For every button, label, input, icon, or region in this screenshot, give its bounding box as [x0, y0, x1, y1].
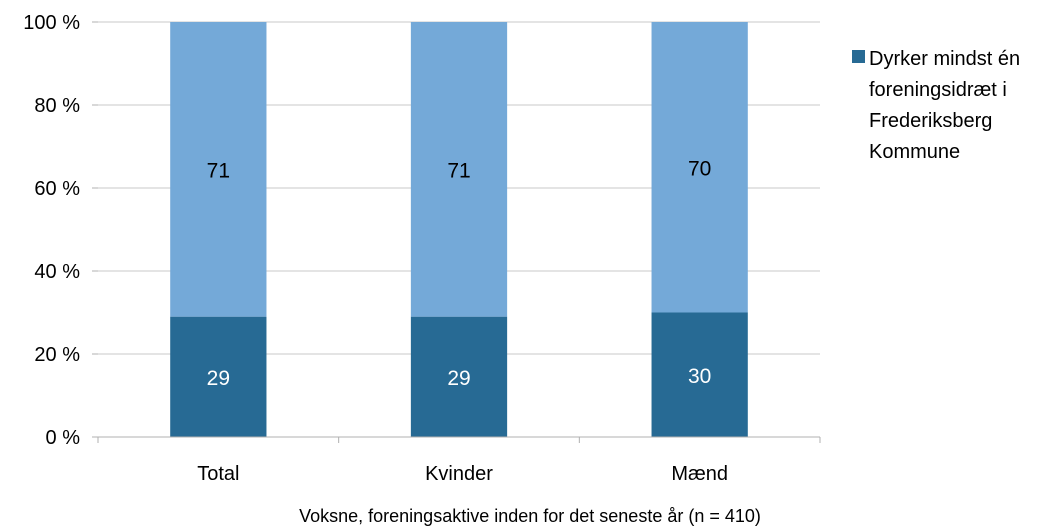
- x-axis: [97, 436, 821, 443]
- data-label: 70: [688, 157, 711, 180]
- data-label: 30: [688, 365, 711, 388]
- x-axis-tick-labels: Total Kvinder Mænd: [197, 463, 728, 485]
- bar-segment: [651, 312, 748, 437]
- data-label: 71: [207, 159, 230, 182]
- y-tick-label: 60 %: [34, 178, 80, 200]
- y-axis-tick-labels: 0 % 20 % 40 % 60 % 80 % 100 %: [23, 12, 80, 449]
- x-tick-label: Total: [197, 463, 239, 485]
- x-tick-label: Kvinder: [425, 463, 493, 485]
- x-axis-title: Voksne, foreningsaktive inden for det se…: [299, 506, 761, 526]
- data-label: 71: [447, 159, 470, 182]
- y-tick-label: 20 %: [34, 344, 80, 366]
- y-tick-label: 40 %: [34, 261, 80, 283]
- bar-segment: [410, 316, 508, 437]
- bar-segment: [170, 22, 267, 317]
- x-tick-label: Mænd: [671, 463, 728, 485]
- bars: 29 71 29 71 30 70: [170, 22, 748, 437]
- legend-swatch: [852, 50, 865, 63]
- bar-segment: [651, 22, 748, 313]
- y-tick-label: 0 %: [46, 427, 81, 449]
- data-label: 29: [207, 367, 230, 390]
- y-tick-label: 80 %: [34, 95, 80, 117]
- data-label: 29: [447, 367, 470, 390]
- y-tick-label: 100 %: [23, 12, 80, 34]
- bar-segment: [410, 22, 508, 317]
- legend-label: Dyrker mindst én foreningsidræt i Freder…: [869, 48, 1021, 163]
- bar-segment: [170, 316, 267, 437]
